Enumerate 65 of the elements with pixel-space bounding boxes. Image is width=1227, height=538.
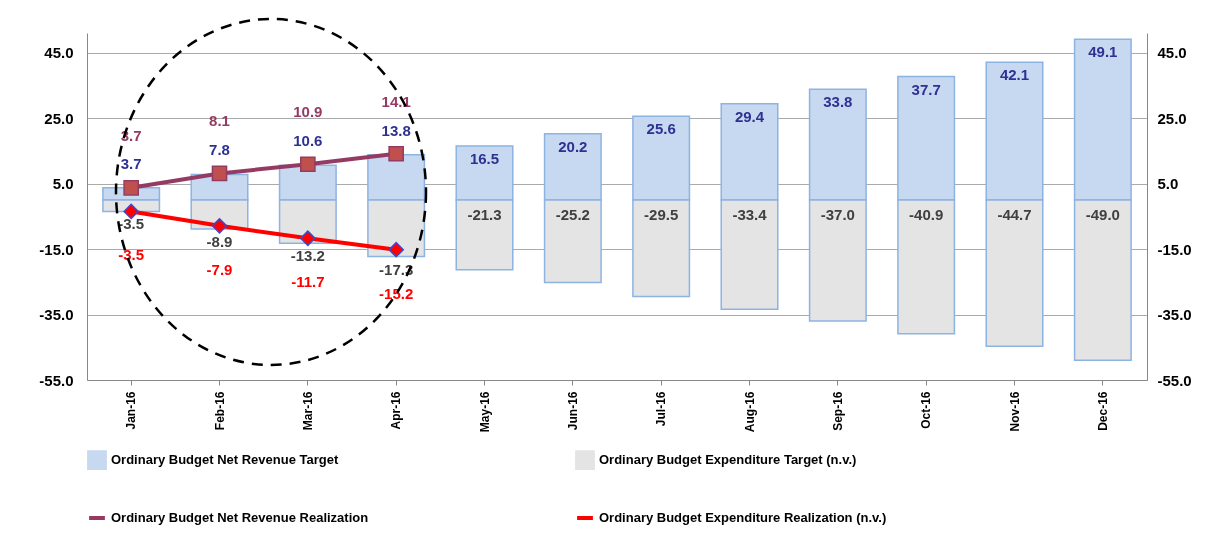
x-tick-label: Feb-16 <box>212 391 227 431</box>
data-label: -15.2 <box>379 284 414 302</box>
point <box>211 217 228 234</box>
point <box>300 230 316 247</box>
data-label: -21.3 <box>467 205 502 223</box>
x-tick-label: Dec-16 <box>1095 391 1110 431</box>
x-tick-label: Jul-16 <box>654 391 669 427</box>
data-label: 25.6 <box>646 120 676 138</box>
legend-label: Ordinary Budget Net Revenue Realization <box>111 510 369 525</box>
y-tick-label: 45.0 <box>44 44 74 62</box>
data-label: -3.5 <box>118 215 145 233</box>
y2-tick-label: -15.0 <box>1157 240 1192 258</box>
legend-label: Ordinary Budget Expenditure Target (n.v.) <box>599 452 857 468</box>
data-label: -13.2 <box>290 247 325 265</box>
data-label: 49.1 <box>1088 43 1118 61</box>
x-tick-label: Jun-16 <box>565 391 580 431</box>
data-label: -37.0 <box>820 205 855 223</box>
data-label: 8.1 <box>209 112 230 130</box>
data-label: -11.7 <box>291 273 325 291</box>
data-label: -33.4 <box>732 205 768 223</box>
y2-tick-label: -35.0 <box>1157 306 1192 324</box>
point <box>388 241 404 258</box>
data-label: 16.5 <box>469 149 500 167</box>
data-label: 3.7 <box>120 154 142 172</box>
y-tick-label: 25.0 <box>44 109 74 127</box>
x-tick-label: Aug-16 <box>742 391 757 433</box>
data-label: 42.1 <box>999 66 1030 84</box>
legend-label: Ordinary Budget Expenditure Realization (n.v.) <box>599 510 887 525</box>
point <box>211 165 228 182</box>
x-tick-label: Nov-16 <box>1007 391 1022 432</box>
data-label: 10.9 <box>293 103 323 121</box>
y2-tick-label: 45.0 <box>1157 44 1187 62</box>
y-tick-label: -55.0 <box>39 371 74 389</box>
data-label: -3.5 <box>118 246 145 264</box>
x-tick-label: Mar-16 <box>300 391 315 431</box>
y-tick-label: 5.0 <box>52 175 74 193</box>
point <box>300 156 316 173</box>
y-tick-label: -35.0 <box>39 306 74 324</box>
y-tick-label: -15.0 <box>39 240 74 258</box>
data-label: 13.8 <box>381 121 411 139</box>
data-label: 37.7 <box>911 80 941 98</box>
point <box>123 180 139 196</box>
legend-label: Ordinary Budget Net Revenue Target <box>111 452 339 468</box>
data-label: -29.5 <box>644 205 679 223</box>
y2-tick-label: 5.0 <box>1157 175 1179 193</box>
x-tick-label: Apr-16 <box>389 391 404 430</box>
data-label: 29.4 <box>734 107 765 125</box>
y2-tick-label: 25.0 <box>1157 109 1187 127</box>
x-tick-label: May-16 <box>477 391 492 433</box>
data-label: 33.8 <box>823 93 853 111</box>
data-label: -40.9 <box>909 205 944 223</box>
data-label: 10.6 <box>293 132 323 150</box>
data-label: 20.2 <box>558 137 588 155</box>
data-label: -25.2 <box>555 205 590 223</box>
x-tick-label: Jan-16 <box>124 391 139 430</box>
data-label: -8.9 <box>206 233 233 251</box>
x-tick-label: Sep-16 <box>830 391 845 431</box>
data-label: -7.9 <box>206 260 233 278</box>
y2-tick-label: -55.0 <box>1157 371 1192 389</box>
data-label: -49.0 <box>1085 205 1120 223</box>
data-label: -44.7 <box>997 205 1032 223</box>
data-label: 7.8 <box>209 141 230 159</box>
point <box>388 145 404 162</box>
point <box>123 203 139 220</box>
x-tick-label: Oct-16 <box>919 391 934 429</box>
